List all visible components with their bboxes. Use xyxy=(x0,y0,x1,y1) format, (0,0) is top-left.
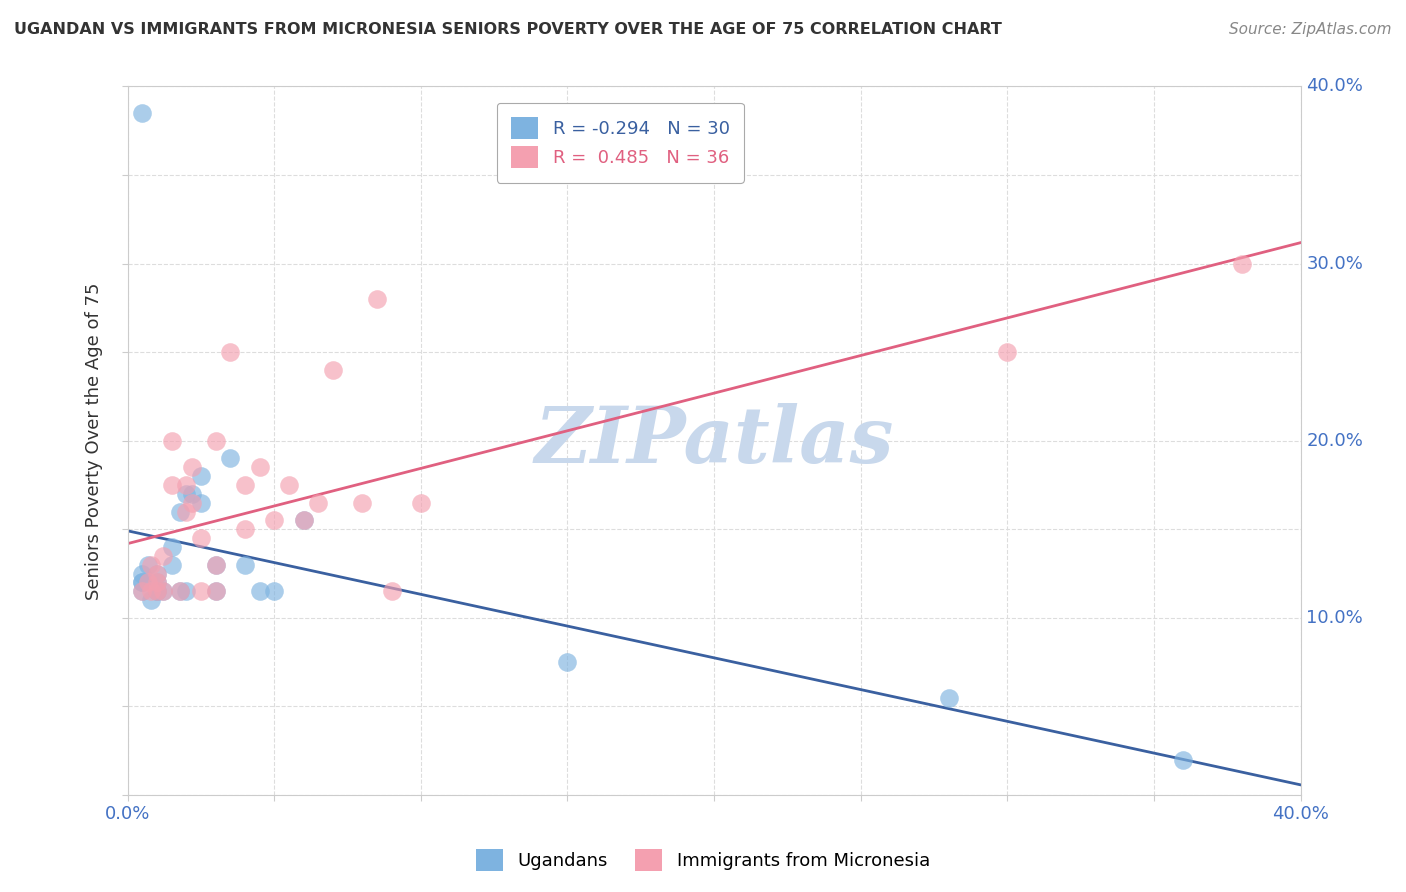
Point xyxy=(233,522,256,536)
Point xyxy=(995,345,1018,359)
Point xyxy=(131,106,153,120)
Point xyxy=(277,478,299,492)
Point xyxy=(136,558,159,572)
Point xyxy=(233,478,256,492)
Point xyxy=(169,505,191,519)
Point xyxy=(292,513,315,527)
Y-axis label: Seniors Poverty Over the Age of 75: Seniors Poverty Over the Age of 75 xyxy=(86,282,103,599)
Legend: R = -0.294   N = 30, R =  0.485   N = 36: R = -0.294 N = 30, R = 0.485 N = 36 xyxy=(496,103,744,183)
Point xyxy=(160,434,183,448)
Point xyxy=(174,584,197,599)
Point xyxy=(146,584,169,599)
Point xyxy=(136,575,159,590)
Point xyxy=(204,584,226,599)
Point xyxy=(131,566,153,581)
Point xyxy=(190,531,212,545)
Point xyxy=(146,575,169,590)
Point xyxy=(169,584,191,599)
Point xyxy=(204,584,226,599)
Point xyxy=(263,513,285,527)
Point xyxy=(146,566,169,581)
Point xyxy=(146,584,169,599)
Point xyxy=(160,540,183,554)
Point xyxy=(190,469,212,483)
Point xyxy=(352,496,374,510)
Point xyxy=(263,584,285,599)
Point xyxy=(204,558,226,572)
Text: ZIPatlas: ZIPatlas xyxy=(534,402,894,479)
Point xyxy=(219,345,242,359)
Point xyxy=(181,496,204,510)
Text: 30.0%: 30.0% xyxy=(1306,254,1364,273)
Point xyxy=(139,593,162,607)
Point xyxy=(366,292,388,306)
Point xyxy=(146,584,169,599)
Point xyxy=(204,434,226,448)
Point xyxy=(146,566,169,581)
Point xyxy=(204,558,226,572)
Point xyxy=(131,584,153,599)
Point xyxy=(139,558,162,572)
Text: 20.0%: 20.0% xyxy=(1306,432,1364,450)
Point xyxy=(181,487,204,501)
Point xyxy=(146,575,169,590)
Point xyxy=(409,496,432,510)
Point xyxy=(169,584,191,599)
Point xyxy=(249,584,271,599)
Point xyxy=(131,575,153,590)
Point xyxy=(292,513,315,527)
Point xyxy=(557,655,579,669)
Point xyxy=(1173,753,1195,767)
Text: 10.0%: 10.0% xyxy=(1306,609,1364,627)
Point xyxy=(174,478,197,492)
Point xyxy=(174,505,197,519)
Point xyxy=(131,575,153,590)
Point xyxy=(152,584,174,599)
Point xyxy=(219,451,242,466)
Point xyxy=(160,558,183,572)
Legend: Ugandans, Immigrants from Micronesia: Ugandans, Immigrants from Micronesia xyxy=(468,842,938,879)
Text: UGANDAN VS IMMIGRANTS FROM MICRONESIA SENIORS POVERTY OVER THE AGE OF 75 CORRELA: UGANDAN VS IMMIGRANTS FROM MICRONESIA SE… xyxy=(14,22,1002,37)
Point xyxy=(152,584,174,599)
Point xyxy=(160,478,183,492)
Point xyxy=(131,584,153,599)
Point xyxy=(233,558,256,572)
Point xyxy=(1230,257,1253,271)
Point xyxy=(322,363,344,377)
Point xyxy=(181,460,204,475)
Point xyxy=(139,584,162,599)
Point xyxy=(152,549,174,563)
Point xyxy=(249,460,271,475)
Point xyxy=(307,496,329,510)
Text: Source: ZipAtlas.com: Source: ZipAtlas.com xyxy=(1229,22,1392,37)
Text: 40.0%: 40.0% xyxy=(1306,78,1364,95)
Point xyxy=(938,690,960,705)
Point xyxy=(190,496,212,510)
Point xyxy=(380,584,402,599)
Point xyxy=(190,584,212,599)
Point xyxy=(174,487,197,501)
